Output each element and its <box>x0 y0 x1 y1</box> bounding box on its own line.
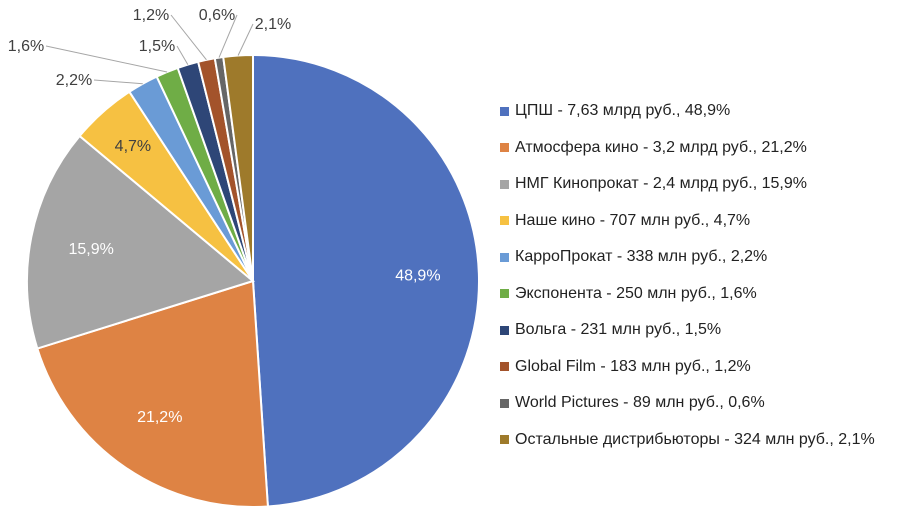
data-label: 21,2% <box>137 409 182 426</box>
legend-swatch <box>500 325 509 335</box>
legend-label: Экспонента - 250 млн руб., 1,6% <box>515 284 757 302</box>
pie-slice <box>36 279 269 508</box>
legend-item: Наше кино - 707 млн руб., 4,7% <box>500 203 875 240</box>
leader-line <box>170 14 207 61</box>
leader-line <box>237 23 254 56</box>
legend-item: Global Film - 183 млн руб., 1,2% <box>500 349 875 386</box>
data-label: 0,6% <box>199 7 235 24</box>
legend-label: Наше кино - 707 млн руб., 4,7% <box>515 211 751 229</box>
legend-swatch <box>500 252 509 262</box>
legend-swatch <box>500 216 509 226</box>
legend-item: World Pictures - 89 млн руб., 0,6% <box>500 385 875 422</box>
legend-label: Атмосфера кино - 3,2 млрд руб., 21,2% <box>515 138 807 156</box>
legend-label: ЦПШ - 7,63 млрд руб., 48,9% <box>515 102 731 120</box>
data-label: 1,6% <box>8 38 44 55</box>
legend-label: НМГ Кинопрокат - 2,4 млрд руб., 15,9% <box>515 175 807 193</box>
legend-item: КарроПрокат - 338 млн руб., 2,2% <box>500 239 875 276</box>
legend-swatch <box>500 179 509 189</box>
leader-line <box>218 14 238 58</box>
legend-swatch <box>500 106 509 116</box>
leader-line <box>176 45 189 65</box>
legend: ЦПШ - 7,63 млрд руб., 48,9% Атмосфера кин… <box>500 93 875 458</box>
legend-item: Вольга - 231 млн руб., 1,5% <box>500 312 875 349</box>
legend-item: Экспонента - 250 млн руб., 1,6% <box>500 276 875 313</box>
leader-line <box>93 79 143 85</box>
legend-item: НМГ Кинопрокат - 2,4 млрд руб., 15,9% <box>500 166 875 203</box>
data-label: 4,7% <box>115 138 151 155</box>
pie-slice <box>26 134 256 350</box>
legend-swatch <box>500 289 509 299</box>
data-label: 1,2% <box>133 7 169 24</box>
legend-swatch <box>500 143 509 153</box>
data-label: 1,5% <box>139 38 175 55</box>
legend-item: Атмосфера кино - 3,2 млрд руб., 21,2% <box>500 130 875 167</box>
legend-swatch <box>500 435 509 445</box>
data-label: 48,9% <box>395 268 440 285</box>
pie-slice <box>252 53 480 508</box>
leader-line <box>45 45 168 73</box>
legend-item: Остальные дистрибьюторы - 324 млн руб., … <box>500 422 875 459</box>
legend-label: Global Film - 183 млн руб., 1,2% <box>515 357 751 375</box>
legend-label: World Pictures - 89 млн руб., 0,6% <box>515 394 765 412</box>
data-label: 2,2% <box>56 72 92 89</box>
legend-label: Остальные дистрибьюторы - 324 млн руб., … <box>515 430 875 448</box>
legend-label: Вольга - 231 млн руб., 1,5% <box>515 321 722 339</box>
data-label: 15,9% <box>69 241 114 258</box>
legend-label: КарроПрокат - 338 млн руб., 2,2% <box>515 248 768 266</box>
legend-swatch <box>500 398 509 408</box>
legend-item: ЦПШ - 7,63 млрд руб., 48,9% <box>500 93 875 130</box>
data-label: 2,1% <box>255 16 291 33</box>
legend-swatch <box>500 362 509 372</box>
